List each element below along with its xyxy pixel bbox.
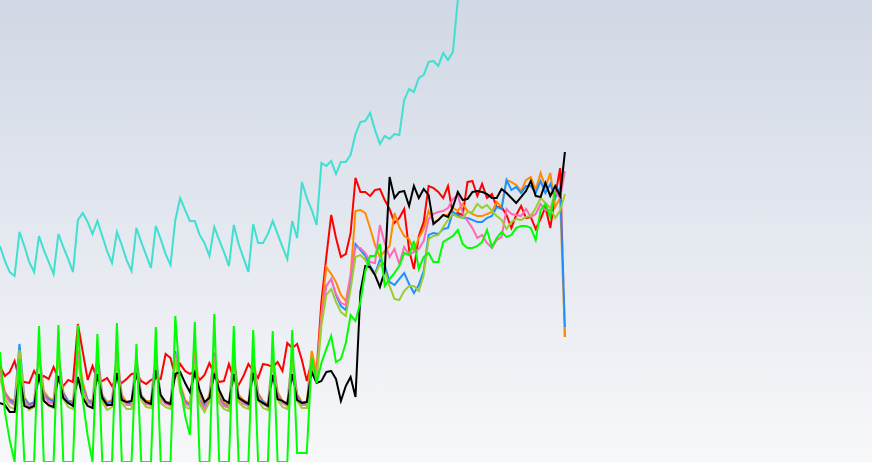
series-line-8	[0, 190, 557, 462]
series-line-2	[0, 167, 566, 388]
series-line-1	[0, 0, 459, 278]
series-layer	[0, 0, 566, 462]
